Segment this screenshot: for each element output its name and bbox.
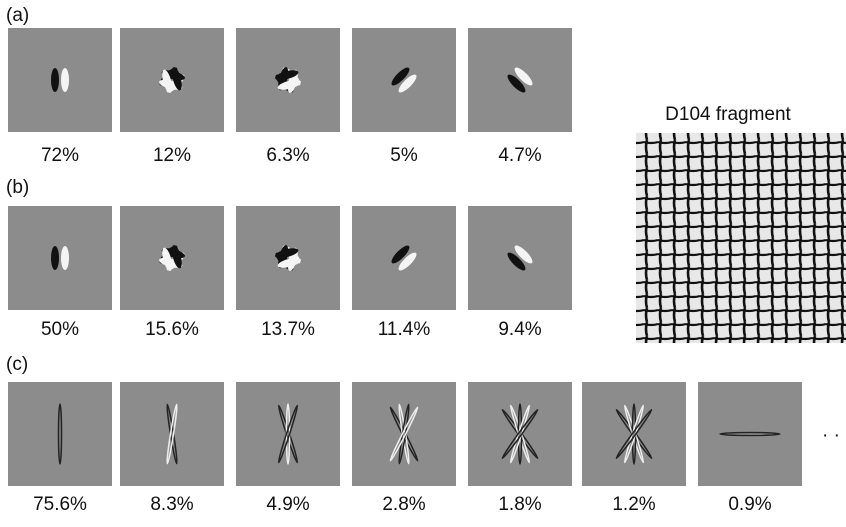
- image-background: [352, 206, 456, 310]
- filter-image: [698, 382, 802, 486]
- panel-label: (c): [6, 354, 28, 375]
- percentage-label: 12%: [153, 145, 191, 166]
- image-background: [120, 28, 224, 132]
- filter-image: [352, 206, 456, 310]
- image-background: [8, 382, 112, 486]
- percentage-label: 1.8%: [498, 494, 541, 515]
- percentage-label: 11.4%: [378, 319, 431, 340]
- filter-image: [582, 382, 686, 486]
- percentage-label: 8.3%: [150, 494, 193, 515]
- image-background: [468, 382, 572, 486]
- filter-lobe: [51, 68, 59, 92]
- percentage-label: 2.8%: [382, 494, 425, 515]
- percentage-label: 15.6%: [145, 319, 199, 340]
- panel-label: (a): [6, 5, 29, 26]
- filter-image: [468, 206, 572, 310]
- image-background: [698, 382, 802, 486]
- filter-image: [468, 382, 572, 486]
- filter-image: [8, 206, 112, 310]
- image-background: [236, 28, 340, 132]
- filter-image: [236, 382, 340, 486]
- percentage-label: 1.2%: [612, 494, 655, 515]
- image-background: [120, 382, 224, 486]
- percentage-label: 5%: [390, 145, 418, 166]
- texture-title: D104 fragment: [665, 104, 791, 125]
- image-background: [352, 382, 456, 486]
- panel-label: (b): [6, 177, 29, 198]
- percentage-label: 50%: [41, 319, 79, 340]
- filter-image: [8, 28, 112, 132]
- percentage-label: 13.7%: [261, 319, 315, 340]
- percentage-label: 4.7%: [498, 145, 541, 166]
- filter-image: [236, 28, 340, 132]
- image-background: [582, 382, 686, 486]
- image-background: [468, 28, 572, 132]
- filter-image: [120, 382, 224, 486]
- figure: D104 fragment (a) 72% 12% 6.3% 5% 4.7% (b) 50% 1…: [0, 0, 846, 522]
- filter-lobe: [61, 246, 69, 270]
- percentage-label: 0.9%: [728, 494, 771, 515]
- percentage-label: 72%: [41, 145, 79, 166]
- image-background: [236, 206, 340, 310]
- texture-image: [636, 133, 846, 343]
- image-background: [236, 382, 340, 486]
- filter-image: [8, 382, 112, 486]
- image-background: [8, 206, 112, 310]
- percentage-label: 75.6%: [33, 494, 87, 515]
- continuation: · ·: [822, 425, 840, 446]
- filter-image: [120, 28, 224, 132]
- percentage-label: 6.3%: [266, 145, 309, 166]
- filter-image: [352, 28, 456, 132]
- image-background: [120, 206, 224, 310]
- image-background: [8, 28, 112, 132]
- filter-image: [120, 206, 224, 310]
- filter-image: [236, 206, 340, 310]
- percentage-label: 9.4%: [498, 319, 541, 340]
- filter-image: [468, 28, 572, 132]
- filter-image: [352, 382, 456, 486]
- filter-lobe: [51, 246, 59, 270]
- image-background: [352, 28, 456, 132]
- percentage-label: 4.9%: [266, 494, 309, 515]
- filter-lobe: [61, 68, 69, 92]
- image-background: [468, 206, 572, 310]
